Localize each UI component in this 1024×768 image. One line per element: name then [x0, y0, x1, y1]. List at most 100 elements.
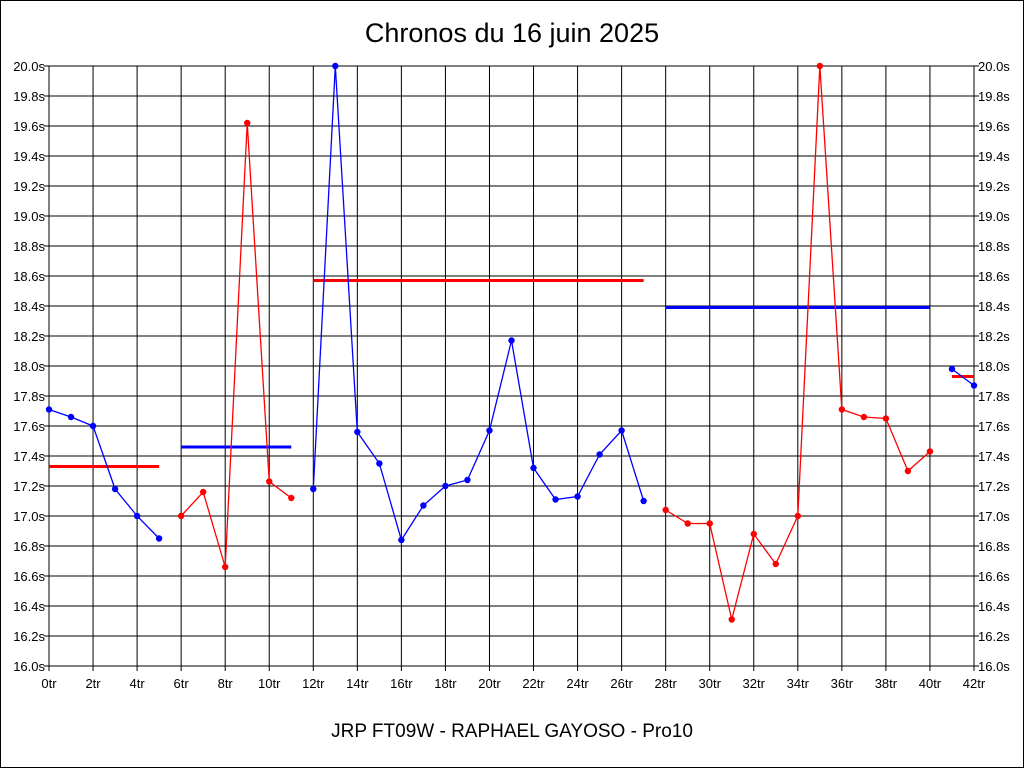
series-line [180, 122, 292, 568]
y-tick-label-left: 17.4s [13, 449, 45, 464]
y-tick-label-right: 17.2s [978, 479, 1010, 494]
data-point [772, 560, 779, 568]
y-tick-label-right: 18.0s [978, 359, 1010, 374]
x-tick-label: 2tr [85, 676, 101, 691]
chart-title: Chronos du 16 juin 2025 [364, 18, 660, 48]
data-point [111, 485, 119, 493]
x-tick-label: 30tr [699, 676, 722, 691]
x-tick-label: 16tr [390, 676, 413, 691]
y-tick-label-right: 16.6s [978, 569, 1010, 584]
y-tick-label-right: 19.2s [978, 179, 1010, 194]
x-tick-label: 18tr [434, 676, 457, 691]
data-point [266, 478, 273, 485]
x-tick-label: 42tr [963, 676, 986, 691]
data-point [508, 337, 515, 344]
y-tick-label-right: 19.6s [978, 119, 1010, 134]
data-point [838, 406, 846, 413]
data-point [882, 415, 890, 422]
chart-footer: JRP FT09W - RAPHAEL GAYOSO - Pro10 [331, 721, 693, 742]
y-tick-label-left: 18.0s [13, 359, 45, 374]
x-tick-label: 40tr [919, 676, 942, 691]
y-tick-label-left: 17.0s [13, 509, 45, 524]
y-tick-label-left: 17.6s [13, 419, 45, 434]
data-point [332, 62, 339, 70]
y-tick-label-right: 17.6s [978, 419, 1010, 434]
data-point [706, 520, 713, 527]
data-point [530, 464, 537, 472]
x-tick-label: 28tr [654, 676, 677, 691]
y-tick-label-left: 16.6s [13, 569, 45, 584]
data-point [199, 488, 207, 496]
grid-layer [44, 65, 979, 671]
x-tick-label: 38tr [875, 676, 898, 691]
y-tick-label-left: 17.8s [13, 389, 45, 404]
data-point [750, 530, 757, 538]
x-tick-label: 26tr [610, 676, 633, 691]
y-tick-label-left: 19.4s [13, 149, 45, 164]
y-tick-label-right: 18.2s [978, 329, 1010, 344]
y-tick-label-right: 18.8s [978, 239, 1010, 254]
x-tick-label: 34tr [787, 676, 810, 691]
series-lines [45, 62, 978, 623]
y-tick-label-right: 18.4s [978, 299, 1010, 314]
data-point [464, 476, 471, 484]
y-tick-label-left: 16.2s [13, 629, 45, 644]
data-point [794, 512, 802, 520]
x-tick-label: 36tr [831, 676, 854, 691]
data-point [177, 512, 185, 520]
x-tick-label: 0tr [41, 676, 57, 691]
y-tick-label-right: 16.8s [978, 539, 1010, 554]
data-point [728, 616, 735, 623]
data-point [354, 428, 361, 436]
data-point [860, 413, 868, 421]
data-point [221, 563, 229, 571]
y-tick-label-left: 16.8s [13, 539, 45, 554]
y-tick-label-right: 19.4s [978, 149, 1010, 164]
data-point [133, 512, 141, 520]
data-point [904, 467, 912, 475]
plot-border [48, 65, 975, 667]
y-tick-label-right: 16.0s [978, 659, 1010, 674]
y-tick-label-right: 16.4s [978, 599, 1010, 614]
x-tick-label: 12tr [302, 676, 325, 691]
data-point [574, 493, 581, 500]
y-tick-label-left: 17.2s [13, 479, 45, 494]
data-point [89, 422, 97, 430]
data-point [420, 502, 427, 509]
data-point [684, 520, 691, 527]
y-tick-label-right: 17.4s [978, 449, 1010, 464]
data-point [816, 62, 824, 70]
y-tick-label-right: 16.2s [978, 629, 1010, 644]
x-tick-label: 32tr [743, 676, 766, 691]
axis-labels: 0tr 2tr 4tr 6tr 8tr 10tr 12tr 14tr 16tr 18tr 20tr 2… [13, 59, 1010, 691]
y-tick-label-left: 19.0s [13, 209, 45, 224]
data-point [948, 365, 956, 373]
y-tick-label-right: 20.0s [978, 59, 1010, 74]
y-tick-label-left: 18.8s [13, 239, 45, 254]
series-line [312, 65, 645, 542]
y-tick-label-right: 18.6s [978, 269, 1010, 284]
average-lines [49, 279, 974, 468]
x-tick-label: 4tr [130, 676, 146, 691]
x-tick-label: 24tr [566, 676, 589, 691]
y-tick-label-left: 18.4s [13, 299, 45, 314]
x-tick-label: 14tr [346, 676, 369, 691]
data-point [970, 382, 978, 389]
data-point [155, 535, 163, 542]
y-tick-label-right: 17.8s [978, 389, 1010, 404]
data-point [310, 485, 317, 493]
y-tick-label-left: 19.2s [13, 179, 45, 194]
data-point [376, 460, 383, 467]
data-point [926, 448, 934, 455]
y-tick-label-left: 19.8s [13, 89, 45, 104]
x-tick-label: 6tr [174, 676, 190, 691]
y-tick-label-right: 19.0s [978, 209, 1010, 224]
data-point [552, 496, 559, 503]
data-point [442, 482, 449, 490]
x-tick-label: 8tr [218, 676, 234, 691]
data-point [640, 497, 647, 505]
y-tick-label-left: 20.0s [13, 59, 45, 74]
y-tick-label-right: 19.8s [978, 89, 1010, 104]
data-point [486, 427, 493, 434]
